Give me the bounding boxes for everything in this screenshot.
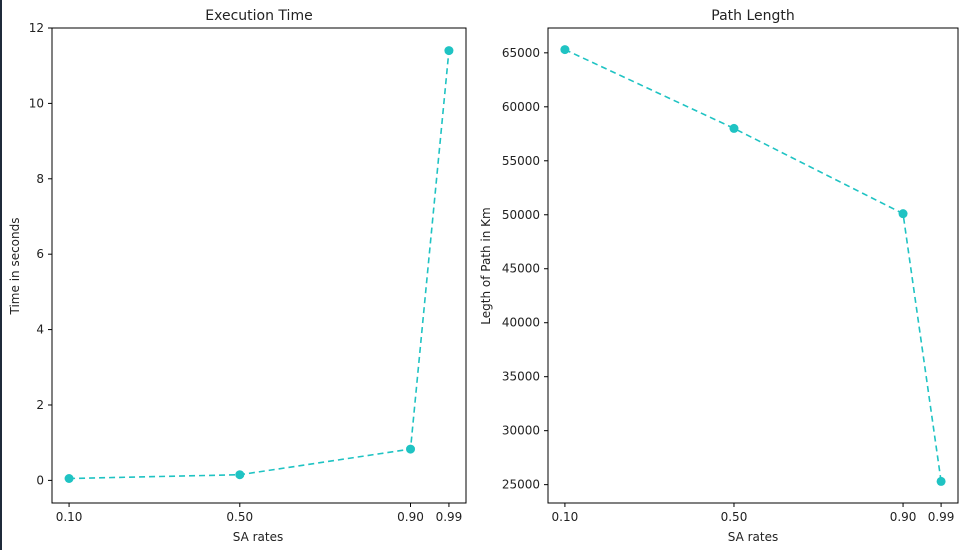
x-axis-label: SA rates xyxy=(233,530,284,544)
plot-frame xyxy=(547,27,959,504)
series-line xyxy=(564,48,942,482)
y-axis-label: Legth of Path in Km xyxy=(479,207,493,324)
x-tick-label: 0.50 xyxy=(721,510,748,524)
y-tick-label: 2 xyxy=(36,398,44,412)
x-tick-label: 0.10 xyxy=(552,510,579,524)
x-axis-label: SA rates xyxy=(728,530,779,544)
data-point xyxy=(560,45,570,55)
x-tick-label: 0.10 xyxy=(56,510,83,524)
plot-frame xyxy=(51,27,467,504)
y-tick-label: 30000 xyxy=(502,424,540,438)
y-tick-label: 8 xyxy=(36,172,44,186)
data-point xyxy=(936,476,946,486)
execution-time-chart: Execution Time SA rates Time in seconds … xyxy=(8,8,467,544)
y-tick-label: 4 xyxy=(36,323,44,337)
path-length-chart: Path Length SA rates Legth of Path in Km… xyxy=(479,8,959,544)
y-tick-label: 45000 xyxy=(502,262,540,276)
y-tick-label: 50000 xyxy=(502,208,540,222)
chart-title: Execution Time xyxy=(205,8,312,24)
x-tick-label: 0.90 xyxy=(397,510,424,524)
y-tick-label: 35000 xyxy=(502,370,540,384)
y-tick-label: 12 xyxy=(29,21,44,35)
x-tick-label: 0.50 xyxy=(226,510,253,524)
window-edge xyxy=(0,0,2,550)
y-tick-label: 25000 xyxy=(502,478,540,492)
data-point xyxy=(898,209,908,219)
data-point xyxy=(406,444,416,454)
chart-title: Path Length xyxy=(711,8,795,24)
y-tick-label: 65000 xyxy=(502,46,540,60)
y-tick-label: 0 xyxy=(36,473,44,487)
data-point xyxy=(235,470,245,480)
data-point xyxy=(444,46,454,56)
y-tick-label: 10 xyxy=(29,96,44,110)
y-tick-label: 55000 xyxy=(502,154,540,168)
x-tick-label: 0.90 xyxy=(890,510,917,524)
data-point xyxy=(64,473,74,483)
y-tick-label: 6 xyxy=(36,247,44,261)
y-axis-label: Time in seconds xyxy=(8,218,22,316)
y-tick-label: 60000 xyxy=(502,100,540,114)
x-tick-label: 0.99 xyxy=(436,510,463,524)
x-tick-label: 0.99 xyxy=(928,510,955,524)
data-point xyxy=(729,123,739,133)
series-line xyxy=(69,50,450,480)
y-tick-label: 40000 xyxy=(502,316,540,330)
